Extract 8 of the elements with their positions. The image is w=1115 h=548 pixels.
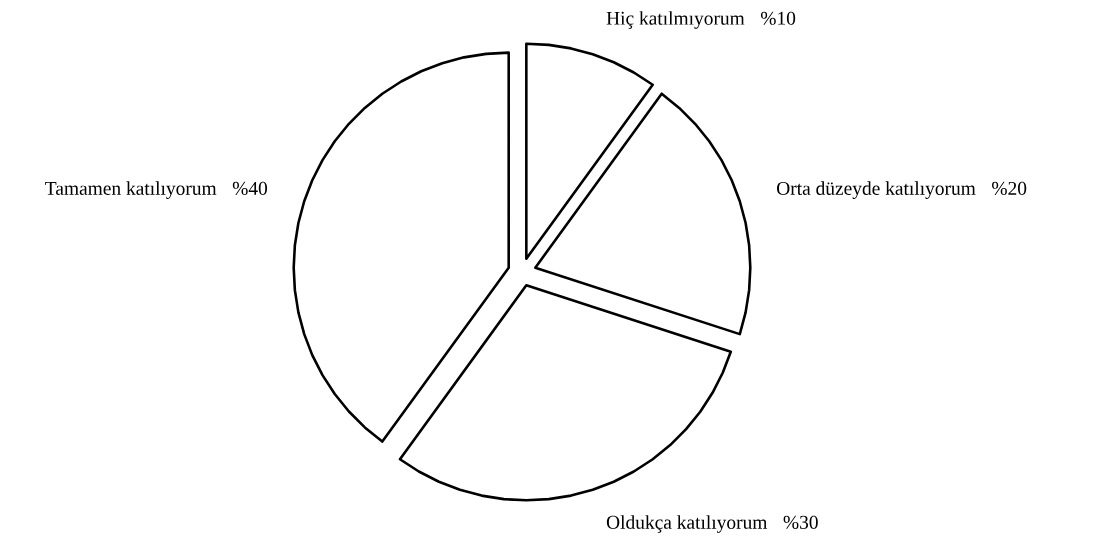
slice-label: Orta düzeyde katılıyorum	[777, 181, 976, 199]
data-label: %30	[783, 515, 818, 529]
slice-label: Tamamen katılıyorum	[45, 181, 217, 199]
data-label: %20	[992, 181, 1027, 195]
slice-label: Hiç katılmıyorum	[606, 11, 745, 29]
data-label: %40	[232, 181, 268, 195]
slice-label: Oldukça katılıyorum	[606, 515, 768, 533]
data-label: %10	[760, 11, 796, 25]
